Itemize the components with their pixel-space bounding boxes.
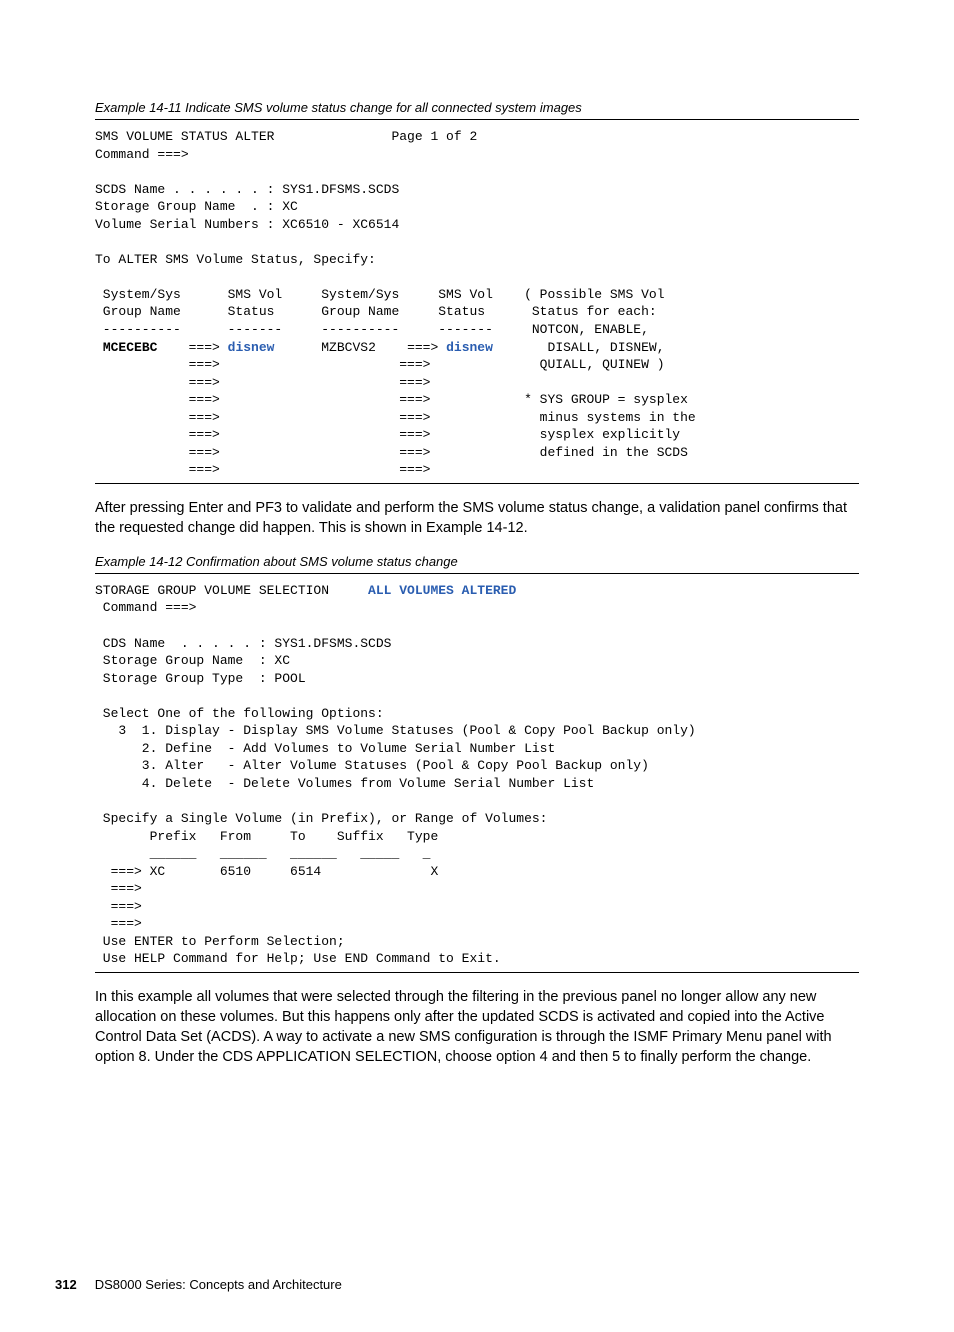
t1-l13c: ===> [157, 340, 227, 355]
t1-l13e: MZBCVS2 ===> [274, 340, 446, 355]
t1-input-disnew-1[interactable]: disnew [228, 340, 275, 355]
t1-l6: Volume Serial Numbers : XC6510 - XC6514 [95, 217, 399, 232]
t1-l15: ===> ===> [95, 375, 430, 390]
paragraph-2: In this example all volumes that were se… [95, 987, 859, 1067]
t1-l13b: MCECEBC [103, 340, 158, 355]
t2-l4: CDS Name . . . . . : SYS1.DFSMS.SCDS [95, 636, 391, 651]
t2-l18: ===> [95, 881, 142, 896]
t1-l1: SMS VOLUME STATUS ALTER Page 1 of 2 [95, 129, 477, 144]
t2-l10: 2. Define - Add Volumes to Volume Serial… [95, 741, 555, 756]
t1-l18: ===> ===> sysplex explicitly [95, 427, 680, 442]
t1-l8: To ALTER SMS Volume Status, Specify: [95, 252, 376, 267]
t2-l19: ===> [95, 899, 142, 914]
t2-l6: Storage Group Type : POOL [95, 671, 306, 686]
t2-l14: Specify a Single Volume (in Prefix), or … [95, 811, 547, 826]
t1-l13g: DISALL, DISNEW, [493, 340, 665, 355]
t1-l2: Command ===> [95, 147, 189, 162]
t1-l10: System/Sys SMS Vol System/Sys SMS Vol ( … [95, 287, 665, 302]
t1-l17: ===> ===> minus systems in the [95, 410, 696, 425]
t1-l20: ===> ===> [95, 462, 430, 477]
footer-title: DS8000 Series: Concepts and Architecture [95, 1277, 342, 1292]
t2-status-message: ALL VOLUMES ALTERED [368, 583, 516, 598]
t1-input-disnew-2[interactable]: disnew [446, 340, 493, 355]
t2-l16: ______ ______ ______ _____ _ [95, 846, 430, 861]
t1-l4: SCDS Name . . . . . . : SYS1.DFSMS.SCDS [95, 182, 399, 197]
t2-l17: ===> XC 6510 6514 X [95, 864, 438, 879]
t1-l14: ===> ===> QUIALL, QUINEW ) [95, 357, 665, 372]
t2-l9: 3 1. Display - Display SMS Volume Status… [95, 723, 696, 738]
t1-l19: ===> ===> defined in the SCDS [95, 445, 688, 460]
page-footer: 312 DS8000 Series: Concepts and Architect… [0, 1277, 954, 1292]
t1-l16: ===> ===> * SYS GROUP = sysplex [95, 392, 688, 407]
t2-l12: 4. Delete - Delete Volumes from Volume S… [95, 776, 594, 791]
t2-l15: Prefix From To Suffix Type [95, 829, 438, 844]
t2-l20: ===> [95, 916, 142, 931]
terminal-block-1: SMS VOLUME STATUS ALTER Page 1 of 2 Comm… [95, 124, 859, 484]
page-number: 312 [55, 1277, 77, 1292]
example-14-12-caption: Example 14-12 Confirmation about SMS vol… [95, 554, 859, 574]
page-content: Example 14-11 Indicate SMS volume status… [0, 100, 954, 1067]
terminal-block-2: STORAGE GROUP VOLUME SELECTION ALL VOLUM… [95, 578, 859, 973]
t1-l11: Group Name Status Group Name Status Stat… [95, 304, 657, 319]
t2-l2: Command ===> [95, 600, 196, 615]
paragraph-1: After pressing Enter and PF3 to validate… [95, 498, 859, 538]
example-14-11-caption: Example 14-11 Indicate SMS volume status… [95, 100, 859, 120]
t2-l11: 3. Alter - Alter Volume Statuses (Pool &… [95, 758, 649, 773]
t1-l5: Storage Group Name . : XC [95, 199, 298, 214]
t2-l21: Use ENTER to Perform Selection; [95, 934, 345, 949]
t2-l1a: STORAGE GROUP VOLUME SELECTION [95, 583, 368, 598]
t1-l12: ---------- ------- ---------- ------- NO… [95, 322, 649, 337]
t2-l8: Select One of the following Options: [95, 706, 384, 721]
t2-l5: Storage Group Name : XC [95, 653, 290, 668]
t1-l13a [95, 340, 103, 355]
t2-l22: Use HELP Command for Help; Use END Comma… [95, 951, 501, 966]
